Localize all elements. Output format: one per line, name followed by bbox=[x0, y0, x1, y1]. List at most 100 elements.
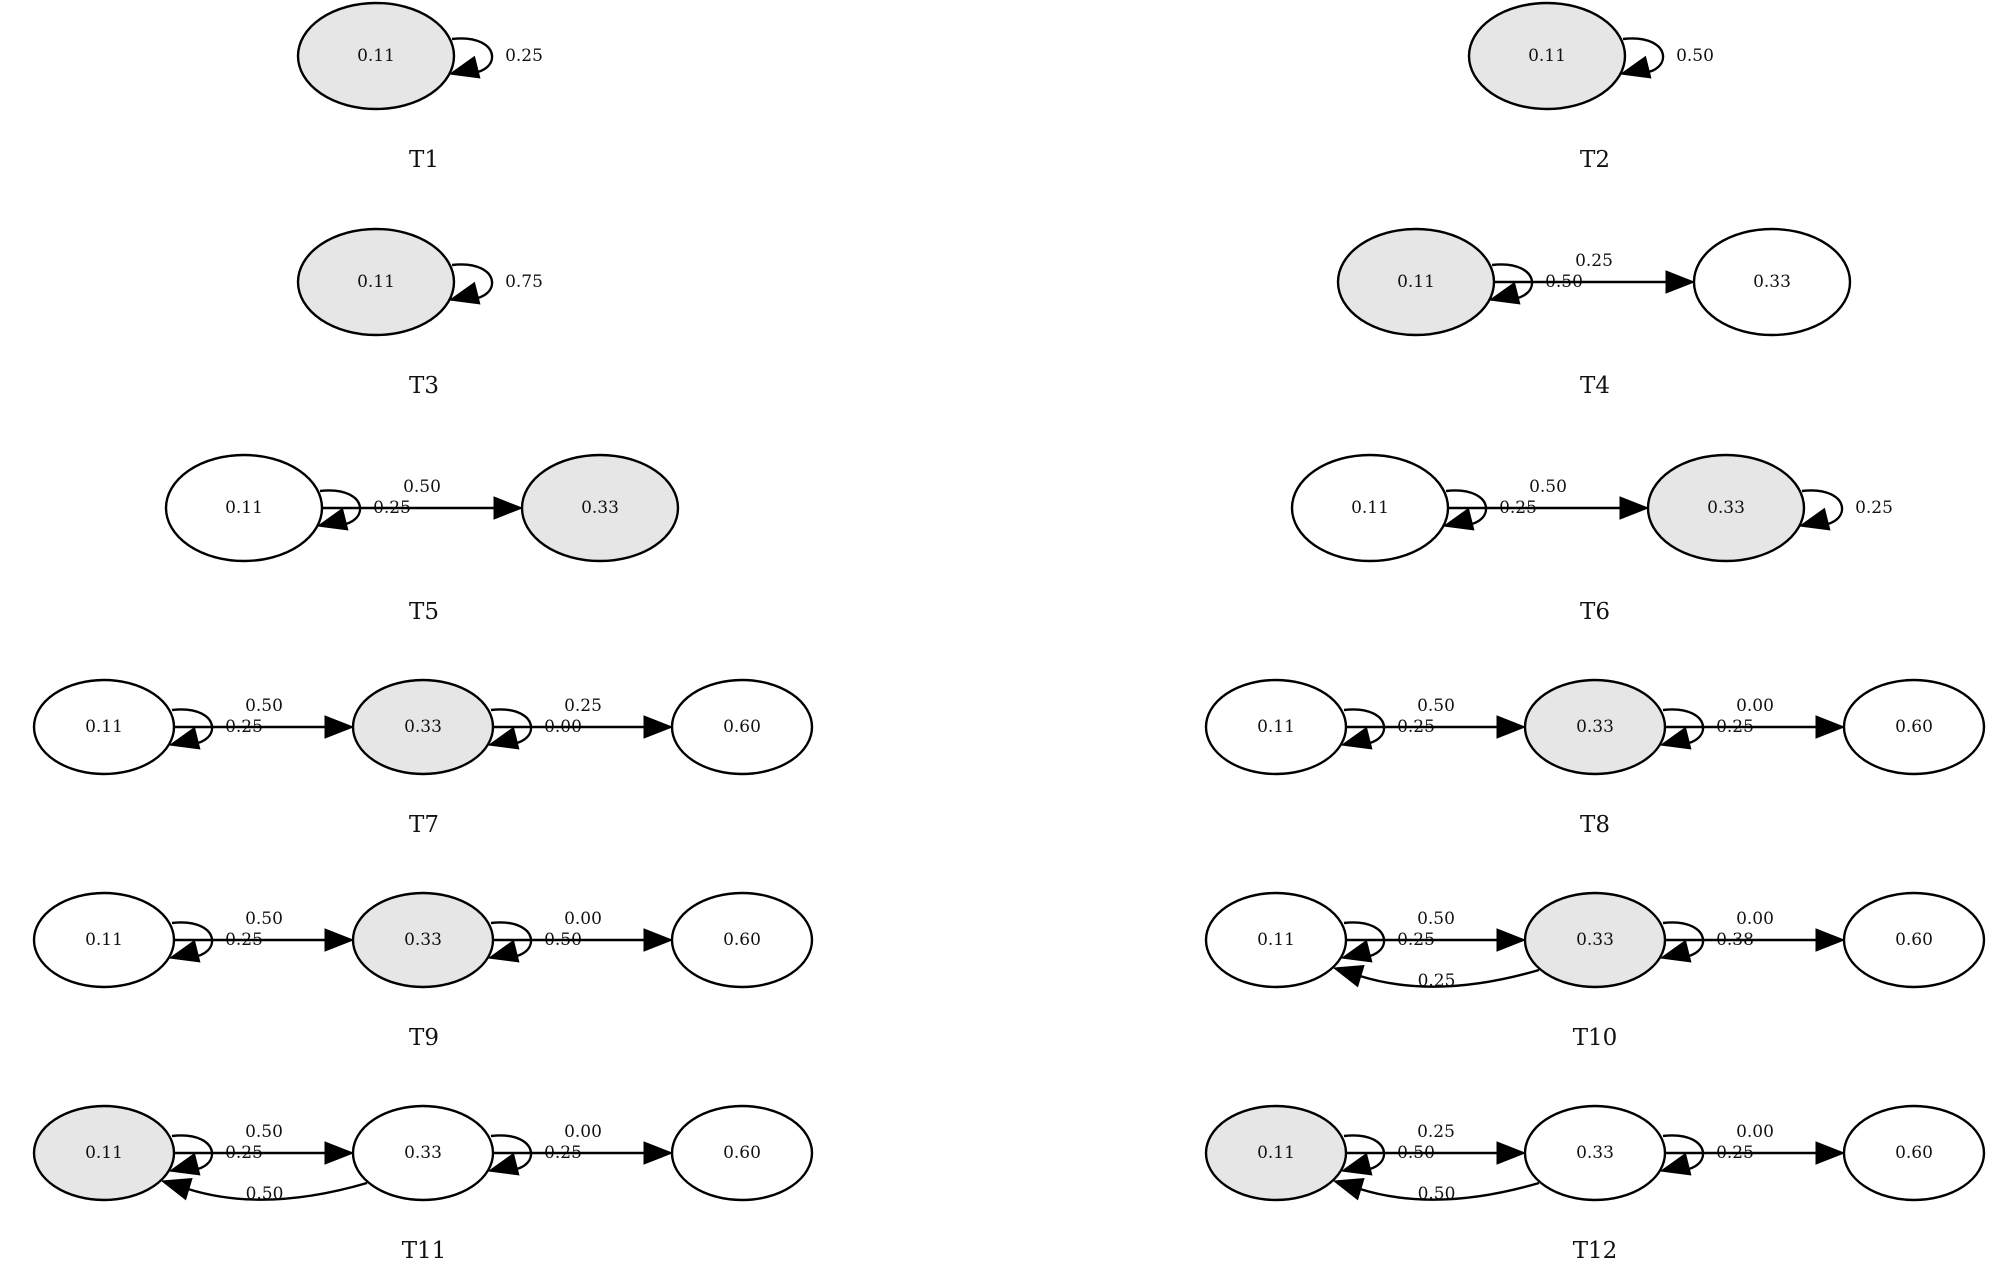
state-node: 0.11 bbox=[32, 1104, 176, 1202]
highlighted-state-ellipse bbox=[1523, 678, 1667, 776]
self-loop-arrowhead bbox=[1488, 281, 1521, 305]
state-ellipse bbox=[1692, 227, 1852, 337]
self-loop-arrowhead bbox=[168, 1152, 201, 1176]
forward-edge-arrowhead bbox=[1619, 496, 1650, 520]
self-loop-arrowhead bbox=[487, 1152, 520, 1176]
state-ellipse bbox=[1290, 453, 1450, 563]
forward-edge-arrowhead bbox=[1815, 1141, 1846, 1165]
state-value-label: 0.33 bbox=[1576, 1143, 1614, 1163]
state-node: 0.33 bbox=[520, 453, 680, 563]
state-value-label: 0.33 bbox=[581, 498, 619, 518]
state-node: 0.60 bbox=[1842, 1104, 1986, 1202]
state-ellipse bbox=[1842, 678, 1986, 776]
highlighted-state-ellipse bbox=[1467, 1, 1627, 111]
highlighted-state-ellipse bbox=[296, 1, 456, 111]
panel-caption: T8 bbox=[1580, 812, 1610, 838]
state-value-label: 0.33 bbox=[404, 930, 442, 950]
backward-probability-label: 0.50 bbox=[1418, 1184, 1456, 1204]
state-ellipse bbox=[670, 891, 814, 989]
backward-edge-arrowhead bbox=[160, 1177, 193, 1201]
state-value-label: 0.11 bbox=[85, 930, 123, 950]
backward-probability-label: 0.25 bbox=[1418, 971, 1456, 991]
forward-edge-arrowhead bbox=[643, 715, 674, 739]
forward-edge-arrowhead bbox=[1815, 928, 1846, 952]
forward-edge-arrowhead bbox=[324, 715, 355, 739]
self-loop-probability-label: 0.25 bbox=[505, 46, 543, 66]
state-value-label: 0.33 bbox=[1707, 498, 1745, 518]
state-value-label: 0.60 bbox=[723, 930, 761, 950]
panel-caption: T4 bbox=[1580, 373, 1610, 399]
forward-probability-label: 0.25 bbox=[1417, 1122, 1455, 1142]
state-ellipse bbox=[351, 1104, 495, 1202]
state-ellipse bbox=[1523, 1104, 1667, 1202]
state-value-label: 0.60 bbox=[1895, 1143, 1933, 1163]
panel-caption: T6 bbox=[1580, 599, 1610, 625]
forward-edge-arrowhead bbox=[1496, 715, 1527, 739]
state-node: 0.33 bbox=[1523, 678, 1667, 776]
state-node: 0.33 bbox=[351, 891, 495, 989]
self-loop-arrowhead bbox=[1442, 507, 1475, 531]
state-value-label: 0.11 bbox=[1257, 930, 1295, 950]
self-loop-arrowhead bbox=[487, 939, 520, 963]
self-loop-arrowhead bbox=[1340, 726, 1373, 750]
state-value-label: 0.60 bbox=[1895, 717, 1933, 737]
forward-edge-arrowhead bbox=[324, 1141, 355, 1165]
self-loop-arrowhead bbox=[1659, 1152, 1692, 1176]
state-node: 0.11 bbox=[1204, 678, 1348, 776]
state-ellipse bbox=[670, 1104, 814, 1202]
state-node: 0.11 bbox=[1204, 1104, 1348, 1202]
backward-edge-arrowhead bbox=[1332, 964, 1365, 988]
backward-edge bbox=[1359, 968, 1540, 988]
panel-t1: 0.25 0.11 T1 bbox=[296, 1, 543, 173]
state-node: 0.33 bbox=[1523, 1104, 1667, 1202]
state-node: 0.60 bbox=[1842, 891, 1986, 989]
self-loop-arrowhead bbox=[1340, 1152, 1373, 1176]
backward-edge-arrowhead bbox=[1332, 1177, 1365, 1201]
forward-probability-label: 0.00 bbox=[564, 909, 602, 929]
forward-edge-arrowhead bbox=[643, 928, 674, 952]
state-node: 0.11 bbox=[1290, 453, 1450, 563]
forward-probability-label: 0.00 bbox=[564, 1122, 602, 1142]
self-loop-arrowhead bbox=[1798, 507, 1831, 531]
self-loop-arrowhead bbox=[168, 939, 201, 963]
state-value-label: 0.33 bbox=[1753, 272, 1791, 292]
self-loop-arrowhead bbox=[487, 726, 520, 750]
state-node: 0.11 bbox=[296, 227, 456, 337]
state-value-label: 0.11 bbox=[85, 1143, 123, 1163]
self-loop-arrowhead bbox=[448, 281, 481, 305]
state-node: 0.33 bbox=[1646, 453, 1806, 563]
panel-caption: T11 bbox=[402, 1238, 447, 1264]
forward-probability-label: 0.00 bbox=[1736, 1122, 1774, 1142]
self-loop-arrowhead bbox=[168, 726, 201, 750]
state-node: 0.60 bbox=[670, 678, 814, 776]
forward-probability-label: 0.50 bbox=[245, 909, 283, 929]
forward-edge-arrowhead bbox=[1815, 715, 1846, 739]
state-ellipse bbox=[1842, 1104, 1986, 1202]
backward-edge bbox=[1359, 1181, 1540, 1201]
state-value-label: 0.33 bbox=[1576, 717, 1614, 737]
state-value-label: 0.11 bbox=[1257, 717, 1295, 737]
forward-probability-label: 0.50 bbox=[245, 696, 283, 716]
panel-t3: 0.75 0.11 T3 bbox=[296, 227, 543, 399]
state-value-label: 0.11 bbox=[225, 498, 263, 518]
self-loop-arrowhead bbox=[1340, 939, 1373, 963]
panel-t2: 0.50 0.11 T2 bbox=[1467, 1, 1714, 173]
state-node: 0.60 bbox=[670, 891, 814, 989]
state-value-label: 0.11 bbox=[357, 46, 395, 66]
self-loop-probability-label: 0.75 bbox=[505, 272, 543, 292]
state-node: 0.33 bbox=[351, 1104, 495, 1202]
state-value-label: 0.60 bbox=[723, 1143, 761, 1163]
state-ellipse bbox=[1204, 678, 1348, 776]
forward-probability-label: 0.50 bbox=[245, 1122, 283, 1142]
state-value-label: 0.11 bbox=[1257, 1143, 1295, 1163]
state-value-label: 0.33 bbox=[1576, 930, 1614, 950]
state-ellipse bbox=[164, 453, 324, 563]
forward-edge-arrowhead bbox=[1665, 270, 1696, 294]
highlighted-state-ellipse bbox=[1646, 453, 1806, 563]
highlighted-state-ellipse bbox=[1204, 1104, 1348, 1202]
state-value-label: 0.33 bbox=[404, 1143, 442, 1163]
